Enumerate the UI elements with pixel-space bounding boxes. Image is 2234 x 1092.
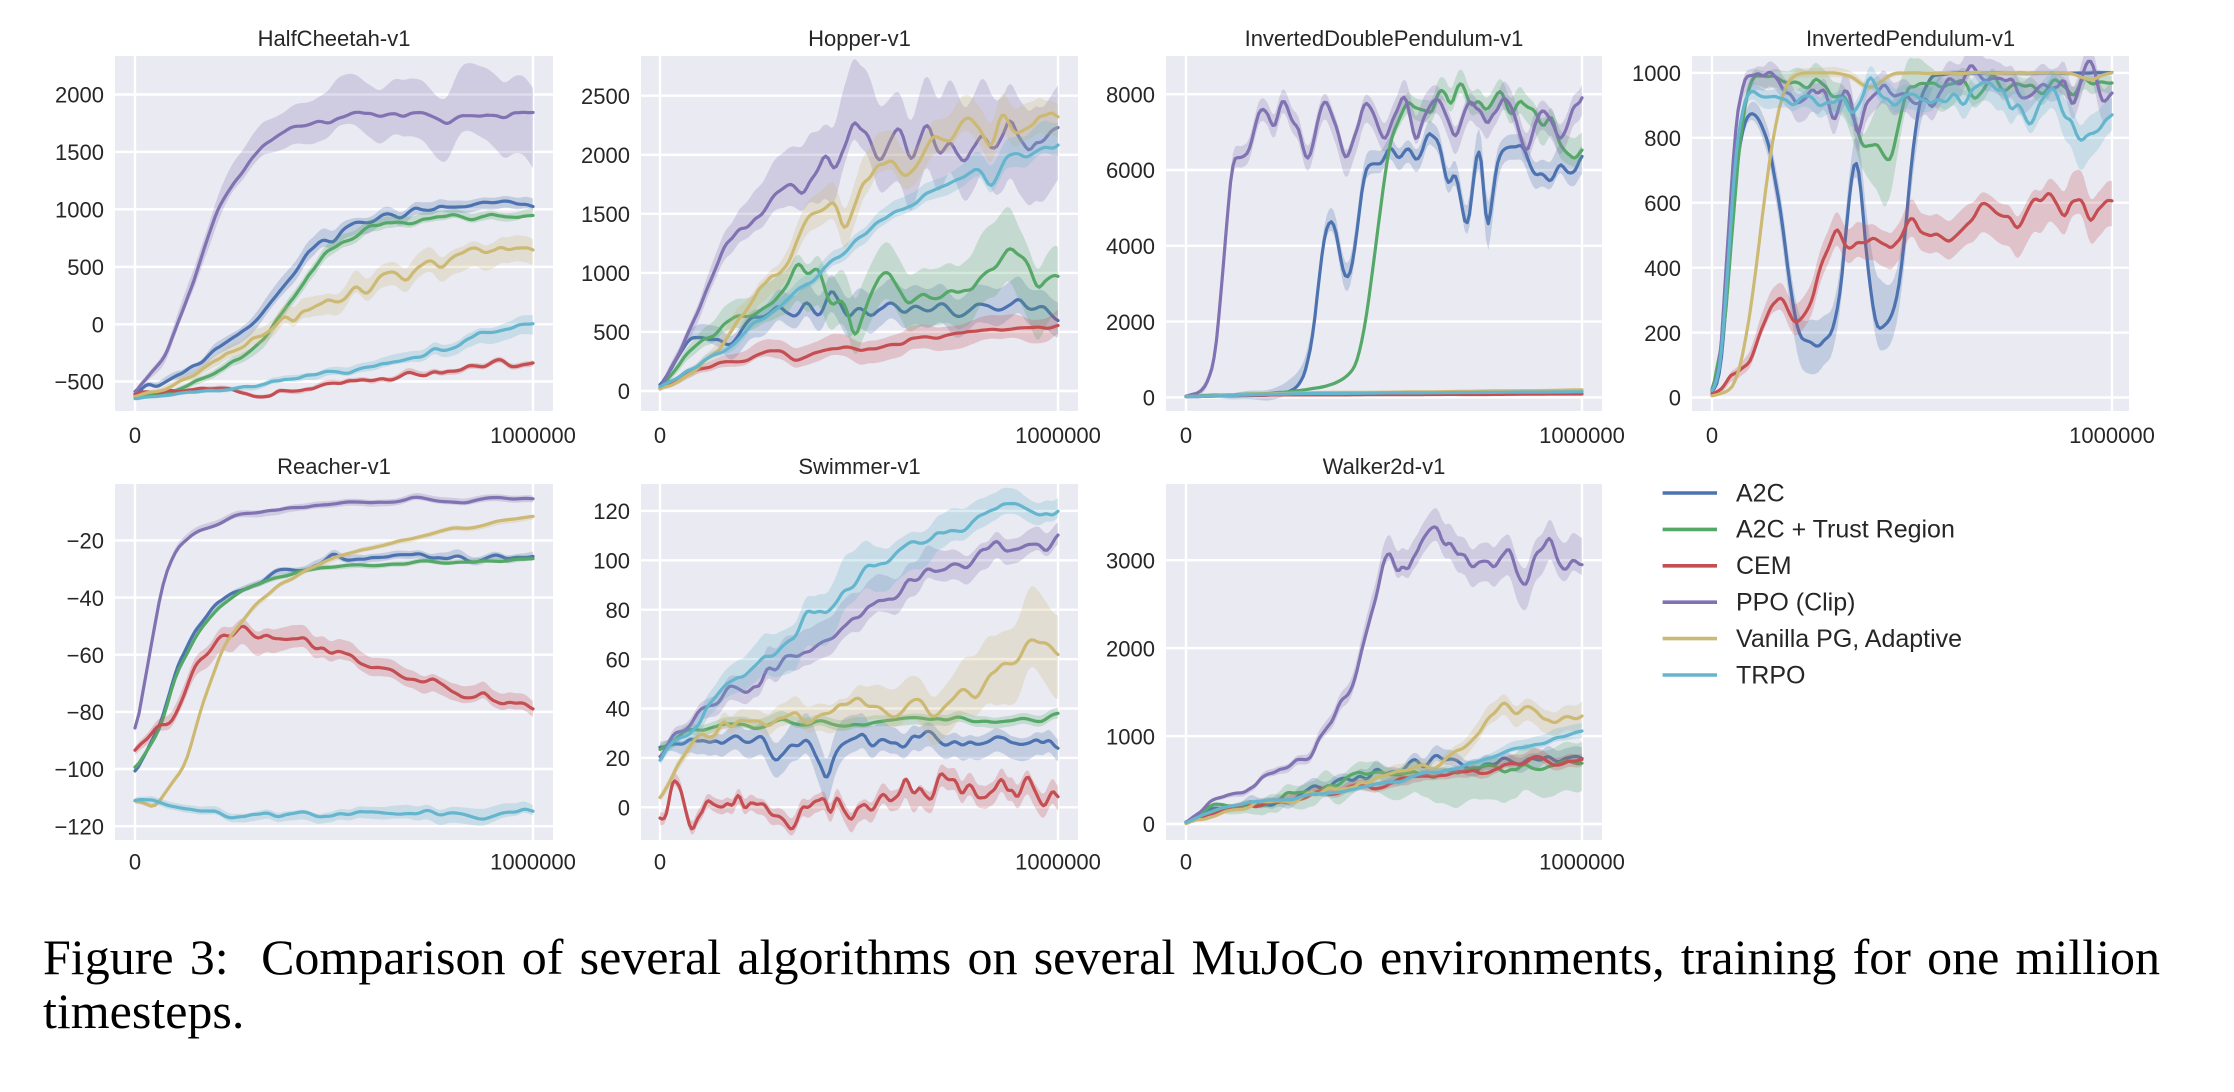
svg-text:−80: −80 (67, 700, 104, 725)
svg-text:1000: 1000 (1106, 724, 1155, 749)
svg-text:400: 400 (1644, 256, 1681, 281)
svg-text:800: 800 (1644, 126, 1681, 151)
svg-text:3000: 3000 (1106, 548, 1155, 573)
svg-text:−40: −40 (67, 586, 104, 611)
svg-text:200: 200 (1644, 321, 1681, 346)
svg-text:A2C: A2C (1736, 479, 1785, 507)
svg-text:InvertedDoublePendulum-v1: InvertedDoublePendulum-v1 (1245, 26, 1524, 51)
svg-text:Swimmer-v1: Swimmer-v1 (798, 454, 920, 479)
svg-text:120: 120 (593, 499, 630, 524)
svg-text:0: 0 (1143, 386, 1155, 411)
svg-text:0: 0 (1143, 812, 1155, 837)
svg-text:0: 0 (618, 379, 630, 404)
svg-text:1000: 1000 (55, 198, 104, 223)
svg-text:CEM: CEM (1736, 552, 1792, 580)
svg-text:0: 0 (1706, 423, 1718, 448)
svg-text:HalfCheetah-v1: HalfCheetah-v1 (258, 26, 411, 51)
svg-text:2000: 2000 (581, 143, 630, 168)
svg-text:500: 500 (67, 255, 104, 280)
svg-text:20: 20 (606, 746, 630, 771)
svg-text:Hopper-v1: Hopper-v1 (808, 26, 911, 51)
svg-text:0: 0 (1180, 850, 1192, 875)
svg-text:100: 100 (593, 549, 630, 574)
svg-text:A2C + Trust Region: A2C + Trust Region (1736, 516, 1955, 544)
svg-text:0: 0 (1180, 423, 1192, 448)
svg-text:0: 0 (1669, 386, 1681, 411)
svg-text:2000: 2000 (1106, 310, 1155, 335)
svg-text:TRPO: TRPO (1736, 661, 1805, 689)
svg-text:Reacher-v1: Reacher-v1 (277, 454, 391, 479)
svg-text:0: 0 (654, 850, 666, 875)
svg-text:1000000: 1000000 (1539, 423, 1625, 448)
svg-text:−20: −20 (67, 529, 104, 554)
svg-text:2000: 2000 (1106, 636, 1155, 661)
svg-text:1000000: 1000000 (2069, 423, 2155, 448)
svg-text:PPO (Clip): PPO (Clip) (1736, 589, 1855, 617)
svg-text:4000: 4000 (1106, 234, 1155, 259)
svg-text:40: 40 (606, 697, 630, 722)
svg-text:80: 80 (606, 598, 630, 623)
svg-text:500: 500 (593, 320, 630, 345)
svg-text:0: 0 (654, 423, 666, 448)
svg-text:0: 0 (92, 313, 104, 338)
svg-text:60: 60 (606, 647, 630, 672)
svg-text:1000: 1000 (581, 261, 630, 286)
svg-text:2000: 2000 (55, 83, 104, 108)
svg-text:0: 0 (618, 796, 630, 821)
svg-text:1000000: 1000000 (1015, 423, 1101, 448)
svg-text:0: 0 (129, 423, 141, 448)
svg-text:6000: 6000 (1106, 158, 1155, 183)
svg-text:1500: 1500 (55, 140, 104, 165)
svg-text:0: 0 (129, 850, 141, 875)
svg-text:Walker2d-v1: Walker2d-v1 (1323, 454, 1446, 479)
svg-text:1000000: 1000000 (1015, 850, 1101, 875)
svg-text:1000: 1000 (1632, 61, 1681, 86)
svg-text:Vanilla PG, Adaptive: Vanilla PG, Adaptive (1736, 625, 1962, 653)
svg-text:600: 600 (1644, 191, 1681, 216)
svg-text:1000000: 1000000 (1539, 850, 1625, 875)
svg-text:1000000: 1000000 (490, 423, 576, 448)
svg-text:−100: −100 (54, 757, 104, 782)
svg-text:−60: −60 (67, 643, 104, 668)
svg-text:1500: 1500 (581, 202, 630, 227)
svg-text:1000000: 1000000 (490, 850, 576, 875)
svg-text:InvertedPendulum-v1: InvertedPendulum-v1 (1806, 26, 2015, 51)
svg-text:8000: 8000 (1106, 82, 1155, 107)
svg-text:2500: 2500 (581, 84, 630, 109)
svg-text:−500: −500 (54, 370, 104, 395)
svg-text:−120: −120 (54, 814, 104, 839)
